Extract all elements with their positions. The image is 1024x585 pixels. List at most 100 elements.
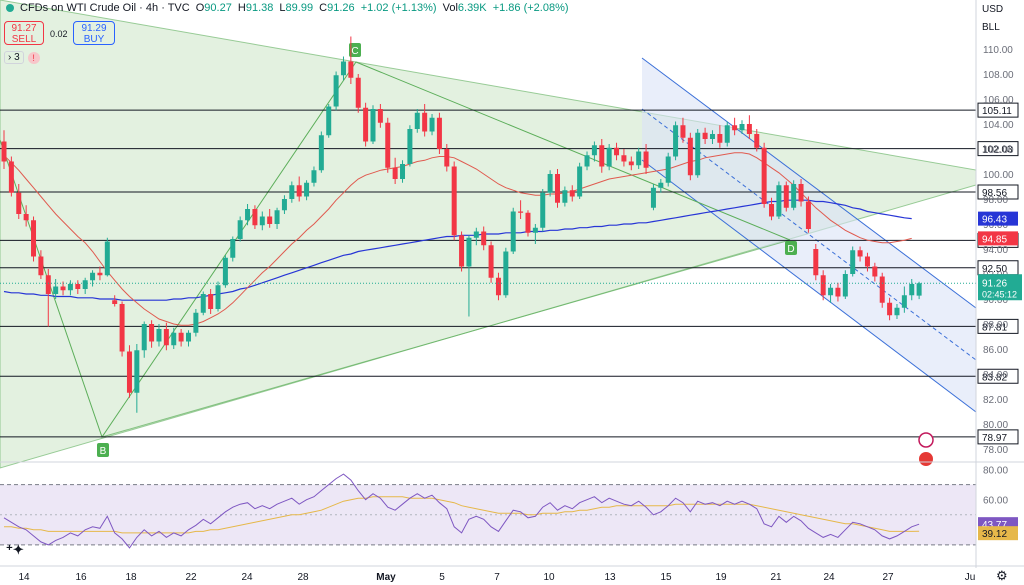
price-tick: 102.00 xyxy=(983,145,1014,156)
warning-icon[interactable]: ! xyxy=(27,51,40,64)
candle xyxy=(245,209,251,221)
sell-price: 91.27 xyxy=(11,23,37,34)
sma-tag-bg xyxy=(978,211,1018,226)
candle xyxy=(916,283,922,296)
candle xyxy=(348,61,354,78)
candle xyxy=(864,256,870,267)
indicator-count: 3 xyxy=(14,52,20,63)
high-label: H xyxy=(237,2,246,14)
candle xyxy=(702,132,708,139)
level-tag: 105.11 xyxy=(982,106,1012,117)
low-label: L xyxy=(279,2,286,14)
rsi-ma-value-tag: 39.12 xyxy=(982,529,1007,540)
candle xyxy=(488,245,494,278)
low-value: 89.99 xyxy=(285,2,314,14)
candle xyxy=(16,192,22,214)
last-price-tag-bg xyxy=(978,274,1022,301)
candle xyxy=(791,184,797,208)
price-tick: 80.00 xyxy=(983,420,1008,431)
candle xyxy=(340,61,346,76)
candle xyxy=(665,156,671,183)
sma-fast-line xyxy=(3,152,912,326)
symbol-title[interactable]: CFDs on WTI Crude Oil · 4h · TVC xyxy=(20,2,190,14)
level-tag-bg xyxy=(977,429,1019,445)
candle xyxy=(363,107,369,142)
candle xyxy=(709,134,715,139)
level-tag: 78.97 xyxy=(982,433,1007,444)
chart-header: CFDs on WTI Crude Oil · 4h · TVC O90.27 … xyxy=(6,2,572,14)
candle xyxy=(451,166,457,236)
candle xyxy=(53,286,59,294)
candle xyxy=(119,304,125,352)
candle xyxy=(643,151,649,168)
candle xyxy=(230,239,236,258)
candle xyxy=(104,241,110,276)
time-tick: 10 xyxy=(543,572,555,583)
time-tick: Ju xyxy=(965,572,976,583)
candle xyxy=(872,266,878,277)
candle xyxy=(562,190,568,203)
currency-label[interactable]: USD xyxy=(982,4,1004,15)
sma-slow-line xyxy=(3,199,912,301)
candle xyxy=(67,284,73,291)
candle xyxy=(776,185,782,217)
time-tick: May xyxy=(376,572,396,583)
unit-label[interactable]: BLL xyxy=(982,22,1000,33)
pattern-point-c-marker xyxy=(349,43,361,57)
candle xyxy=(215,285,221,309)
candle xyxy=(599,145,605,167)
candle xyxy=(495,277,501,296)
price-tick: 82.00 xyxy=(983,395,1008,406)
candle xyxy=(820,275,826,296)
price-tick: 108.00 xyxy=(983,70,1014,81)
candle xyxy=(739,124,745,131)
price-tick: 106.00 xyxy=(983,95,1014,106)
buy-button[interactable]: 91.29 BUY xyxy=(73,21,115,45)
candle xyxy=(473,231,479,238)
candle xyxy=(680,125,686,138)
candle xyxy=(112,300,118,304)
volume-change: +1.86 (+2.08%) xyxy=(492,2,569,14)
tradingview-logo[interactable]: ⁺✦ xyxy=(6,542,24,557)
price-tick: 78.00 xyxy=(983,445,1008,456)
time-tick: 27 xyxy=(882,572,894,583)
time-tick: 16 xyxy=(75,572,87,583)
price-tick: 98.00 xyxy=(983,195,1008,206)
candle xyxy=(628,161,634,166)
candle xyxy=(510,211,516,252)
candle xyxy=(540,192,546,228)
level-tag: 98.56 xyxy=(982,188,1007,199)
collapse-toggle[interactable]: › 3 xyxy=(4,51,24,64)
sell-label: SELL xyxy=(11,34,37,45)
candle xyxy=(208,294,214,309)
time-tick: 19 xyxy=(715,572,727,583)
candle xyxy=(1,141,7,162)
vol-label: Vol xyxy=(442,2,458,14)
candle xyxy=(857,250,863,257)
candle xyxy=(732,125,738,131)
rsi-ma-tag-bg xyxy=(978,526,1018,541)
time-tick: 15 xyxy=(660,572,672,583)
sell-button[interactable]: 91.27 SELL xyxy=(4,21,44,45)
candle xyxy=(687,137,693,176)
level-tag: 92.50 xyxy=(982,264,1007,275)
settings-gear-icon[interactable]: ⚙ xyxy=(996,568,1008,583)
candle xyxy=(636,151,642,166)
candle xyxy=(518,211,524,213)
high-value: 91.38 xyxy=(245,2,274,14)
candle xyxy=(591,145,597,156)
price-tick: 100.00 xyxy=(983,170,1014,181)
candle xyxy=(326,106,332,136)
candle xyxy=(60,286,66,291)
time-tick: 22 xyxy=(185,572,197,583)
candle xyxy=(267,216,273,224)
close-value: 91.26 xyxy=(327,2,355,14)
volume-value: 6.39K xyxy=(457,2,487,14)
candle xyxy=(746,124,752,134)
candle xyxy=(555,174,560,203)
rsi-tick: 80.00 xyxy=(983,466,1008,477)
candle xyxy=(377,109,383,123)
candle xyxy=(547,174,553,193)
candle xyxy=(414,112,420,129)
